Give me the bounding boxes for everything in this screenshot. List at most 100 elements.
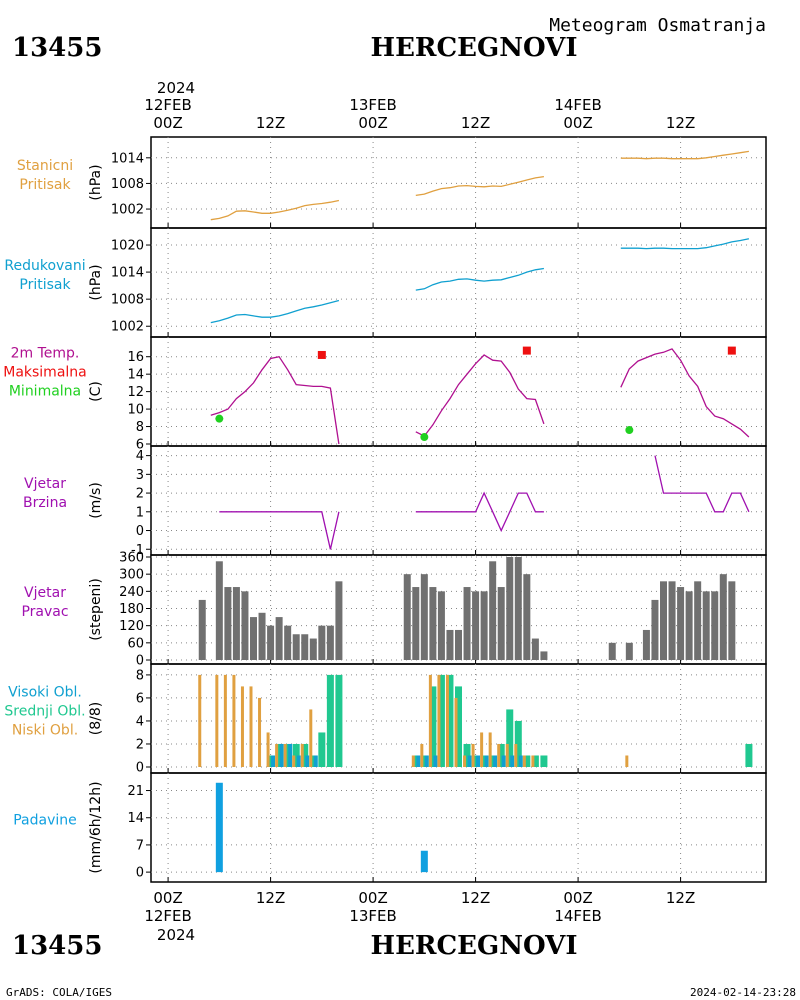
direction-bar: [267, 625, 275, 660]
cloud-bar: [271, 755, 276, 767]
cloud-bar: [420, 755, 428, 767]
direction-bar: [250, 617, 257, 660]
panel-frame: [150, 445, 767, 556]
direction-bar: [420, 574, 428, 660]
date-label-bottom: 14FEB: [554, 907, 601, 925]
tmax-marker: [317, 350, 326, 359]
cloud-bar: [497, 743, 501, 767]
cloud-bar: [501, 755, 506, 767]
cloud-bar: [488, 732, 492, 767]
cloud-bar: [428, 674, 432, 767]
hour-label-top: 12Z: [461, 114, 490, 132]
cloud-bar: [540, 755, 548, 767]
date-label-top: 13FEB: [349, 96, 396, 114]
panel-precip: 0 7 14 21 Padavine (mm/6h/12h): [13, 772, 767, 883]
cloud-bar: [412, 755, 420, 767]
direction-bar: [660, 581, 667, 660]
panel-label: Padavine: [13, 813, 77, 829]
direction-bar: [668, 581, 676, 660]
cloud-bar: [296, 755, 301, 767]
panel-label: Visoki Obl.: [8, 685, 82, 701]
cloud-bar: [745, 743, 753, 767]
cloud-bar: [309, 755, 317, 767]
station-id-top: 13455: [12, 33, 102, 63]
direction-bar: [335, 581, 343, 660]
direction-bar: [506, 557, 514, 660]
cloud-bar: [198, 674, 202, 767]
series-line: [210, 199, 340, 221]
direction-bar: [463, 587, 471, 660]
cloud-bar: [463, 743, 471, 767]
cloud-bar: [313, 755, 318, 767]
station-name-top: HERCEGNOVI: [371, 33, 578, 63]
direction-bar: [702, 591, 710, 660]
y-tick-label: 4: [136, 449, 144, 464]
direction-bar: [429, 587, 437, 660]
cloud-bar: [240, 686, 244, 767]
panel-label: Pritisak: [19, 177, 71, 193]
cloud-bar: [283, 743, 287, 767]
panel-label: Brzina: [23, 495, 67, 511]
date-label-top: 12FEB: [144, 96, 191, 114]
y-tick-label: 180: [119, 602, 144, 617]
direction-bar: [284, 625, 292, 660]
cloud-bar: [510, 755, 515, 767]
cloud-bar: [215, 674, 219, 767]
date-label-top: 14FEB: [554, 96, 601, 114]
direction-bar: [677, 587, 685, 660]
series-line: [620, 150, 749, 160]
series-line: [654, 455, 750, 513]
station-name-bottom: HERCEGNOVI: [371, 931, 578, 961]
series-line: [210, 355, 340, 445]
cloud-bar: [305, 755, 310, 767]
hour-label-top: 00Z: [563, 114, 592, 132]
date-label-bottom: 12FEB: [144, 907, 191, 925]
y-tick-label: 8: [136, 420, 144, 435]
y-axis-label: (hPa): [88, 264, 104, 300]
direction-bar: [711, 591, 719, 660]
cloud-bar: [223, 674, 227, 767]
panel-stanicni: 1002 1008 1014 Stanicni Pritisak (hPa): [17, 136, 767, 229]
cloud-bar: [455, 686, 462, 767]
y-axis-label: (8/8): [88, 702, 104, 735]
tmin-marker: [420, 433, 429, 442]
cloud-bar: [232, 674, 236, 767]
tmax-marker: [522, 346, 531, 355]
direction-bar: [480, 591, 488, 660]
direction-bar: [651, 599, 659, 660]
y-tick-label: 120: [119, 619, 144, 634]
panel-label: Stanicni: [17, 158, 73, 174]
cloud-bar: [472, 755, 480, 767]
cloud-bar: [505, 743, 509, 767]
y-axis-label: (C): [88, 381, 104, 402]
y-tick-label: 60: [127, 636, 144, 651]
panel-label: Maksimalna: [3, 365, 87, 381]
cloud-bar: [506, 709, 514, 767]
tmax-marker: [727, 346, 736, 355]
panel-temp: 6 8 10 12 14 16 2m Temp. Maksimalna Minimalna (C): [3, 336, 767, 453]
direction-bar: [198, 599, 206, 660]
panel-redukovani: 1002 1008 1014 1020 Redukovani Pritisak (hPa): [4, 227, 767, 338]
precip-bar: [420, 850, 428, 873]
direction-bar: [292, 634, 300, 660]
series-line: [210, 299, 340, 324]
y-tick-label: 4: [136, 714, 144, 729]
cloud-bar: [471, 743, 475, 767]
y-axis-label: (m/s): [88, 482, 104, 519]
panel-label: Niski Obl.: [12, 723, 78, 739]
footer-timestamp: 2024-02-14-23:28: [690, 986, 796, 999]
series-line: [620, 238, 750, 250]
y-tick-label: 1002: [111, 203, 144, 218]
y-tick-label: 14: [127, 811, 144, 826]
cloud-bar: [493, 755, 498, 767]
y-tick-label: 0: [136, 761, 144, 776]
direction-bar: [326, 625, 334, 660]
direction-bar: [472, 591, 480, 660]
direction-bar: [224, 587, 232, 660]
cloud-bar: [522, 755, 526, 767]
cloud-bar: [463, 755, 467, 767]
series-line: [415, 354, 545, 437]
hour-label-bottom: 12Z: [256, 889, 285, 907]
panel-label: Redukovani: [4, 258, 85, 274]
